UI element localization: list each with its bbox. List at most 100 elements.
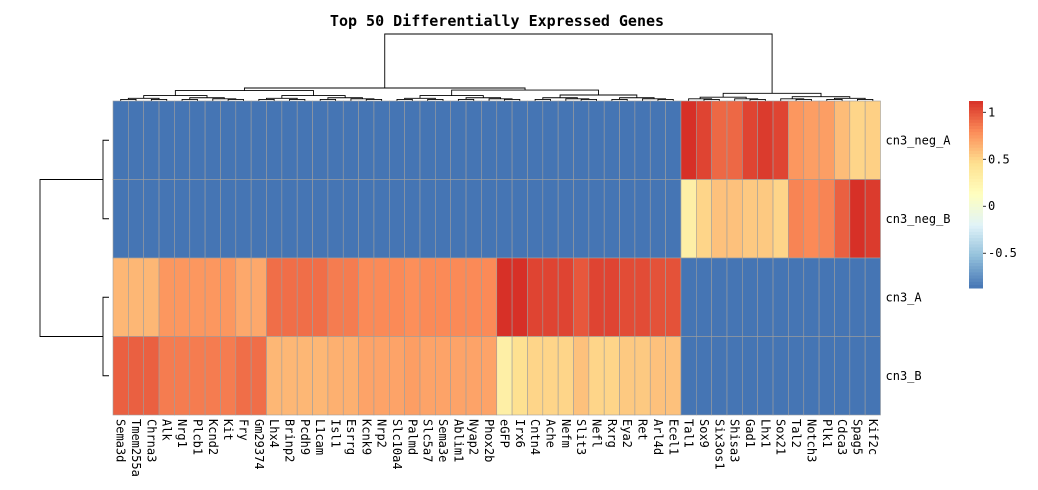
heatmap-cell	[481, 257, 498, 337]
column-label: Arl4d	[651, 419, 665, 455]
heatmap-cell	[757, 100, 774, 180]
column-label: Fry	[236, 419, 250, 441]
heatmap-cell	[588, 257, 605, 337]
colorbar-segment	[969, 110, 983, 114]
heatmap-cell	[588, 179, 605, 259]
column-label: Alk	[160, 419, 174, 441]
colorbar-segment	[969, 132, 983, 136]
colorbar-segment	[969, 107, 983, 111]
heatmap-cell	[450, 100, 467, 180]
colorbar-segment	[969, 129, 983, 133]
colorbar-segment	[969, 278, 983, 283]
heatmap-cell	[327, 257, 344, 337]
column-label: Sox9	[697, 419, 711, 448]
heatmap-cell	[649, 336, 666, 416]
colorbar-segment	[969, 122, 983, 127]
heatmap-cell	[603, 100, 620, 180]
column-label: Ache	[543, 419, 557, 448]
column-label: Cntn4	[528, 419, 542, 455]
colorbar-segment	[969, 157, 983, 161]
heatmap-cell	[496, 179, 513, 259]
heatmap-cell	[204, 100, 221, 180]
colorbar-segment	[969, 213, 983, 217]
heatmap-cell	[143, 179, 160, 259]
heatmap-cell	[772, 257, 789, 337]
colorbar-segment	[969, 153, 983, 158]
heatmap-cell	[834, 257, 851, 337]
heatmap-cell	[511, 179, 528, 259]
heatmap-cell	[665, 179, 682, 259]
column-label: Cdca3	[835, 419, 849, 455]
column-label: Chrna3	[144, 419, 158, 462]
heatmap-cell	[281, 179, 298, 259]
heatmap-cell	[849, 100, 866, 180]
heatmap-cell	[818, 257, 835, 337]
heatmap-cell	[619, 179, 636, 259]
colorbar-segment	[969, 135, 983, 139]
heatmap-cell	[358, 257, 375, 337]
heatmap-cell	[204, 179, 221, 259]
heatmap-cell	[465, 179, 482, 259]
heatmap-cell	[557, 100, 574, 180]
heatmap-cell	[189, 100, 206, 180]
dendrogram-link	[174, 90, 314, 96]
column-label: Sox21	[774, 419, 788, 455]
heatmap-cell	[220, 100, 237, 180]
heatmap-cell	[634, 100, 651, 180]
colorbar-segment	[969, 225, 983, 230]
heatmap-cell	[603, 257, 620, 337]
column-label: Lhx1	[758, 419, 772, 448]
heatmap-cell	[358, 336, 375, 416]
column-label: Tmem255a	[129, 419, 143, 477]
heatmap-cell	[818, 100, 835, 180]
heatmap-cell	[250, 257, 267, 337]
heatmap-cell	[772, 336, 789, 416]
column-label: Esrrg	[344, 419, 358, 455]
colorbar-segment	[969, 241, 983, 245]
colorbar-segment	[969, 250, 983, 255]
heatmap-cell	[143, 100, 160, 180]
heatmap-cell	[634, 257, 651, 337]
colorbar-segment	[969, 169, 983, 174]
heatmap-cell	[373, 336, 390, 416]
heatmap-cell	[711, 257, 728, 337]
heatmap-cell	[557, 336, 574, 416]
heatmap-cell	[726, 100, 743, 180]
heatmap-cell	[373, 100, 390, 180]
heatmap-cell	[542, 336, 559, 416]
heatmap-cell	[680, 257, 697, 337]
heatmap-cell	[235, 100, 252, 180]
column-label: Pcdh9	[298, 419, 312, 455]
heatmap-cell	[158, 257, 175, 337]
heatmap-cell	[864, 179, 881, 259]
heatmap-cell	[419, 257, 436, 337]
column-label: Sema3e	[436, 419, 450, 462]
row-label: cn3_A	[886, 290, 923, 304]
heatmap-cell	[573, 336, 590, 416]
colorbar-segment	[969, 219, 983, 224]
heatmap-cell	[680, 336, 697, 416]
colorbar-segment	[969, 247, 983, 252]
heatmap-cell	[603, 179, 620, 259]
colorbar-segment	[969, 266, 983, 270]
column-label: Ablim1	[451, 419, 465, 462]
heatmap-cell	[312, 179, 329, 259]
colorbar-segment	[969, 138, 983, 143]
colorbar-segment	[969, 166, 983, 171]
heatmap-cell	[757, 336, 774, 416]
heatmap-cell	[250, 100, 267, 180]
heatmap-cell	[788, 336, 805, 416]
heatmap-cell	[296, 336, 313, 416]
heatmap-cell	[296, 257, 313, 337]
colorbar-segment	[969, 191, 983, 195]
heatmap-cell	[864, 100, 881, 180]
heatmap-cell	[834, 100, 851, 180]
heatmap-cell	[112, 336, 129, 416]
heatmap-cell	[864, 257, 881, 337]
colorbar-segment	[969, 256, 983, 261]
heatmap-cell	[128, 336, 145, 416]
column-label: eGFP	[497, 419, 511, 448]
heatmap-cell	[803, 336, 820, 416]
heatmap-cell	[112, 100, 129, 180]
heatmap-cell	[742, 100, 758, 180]
